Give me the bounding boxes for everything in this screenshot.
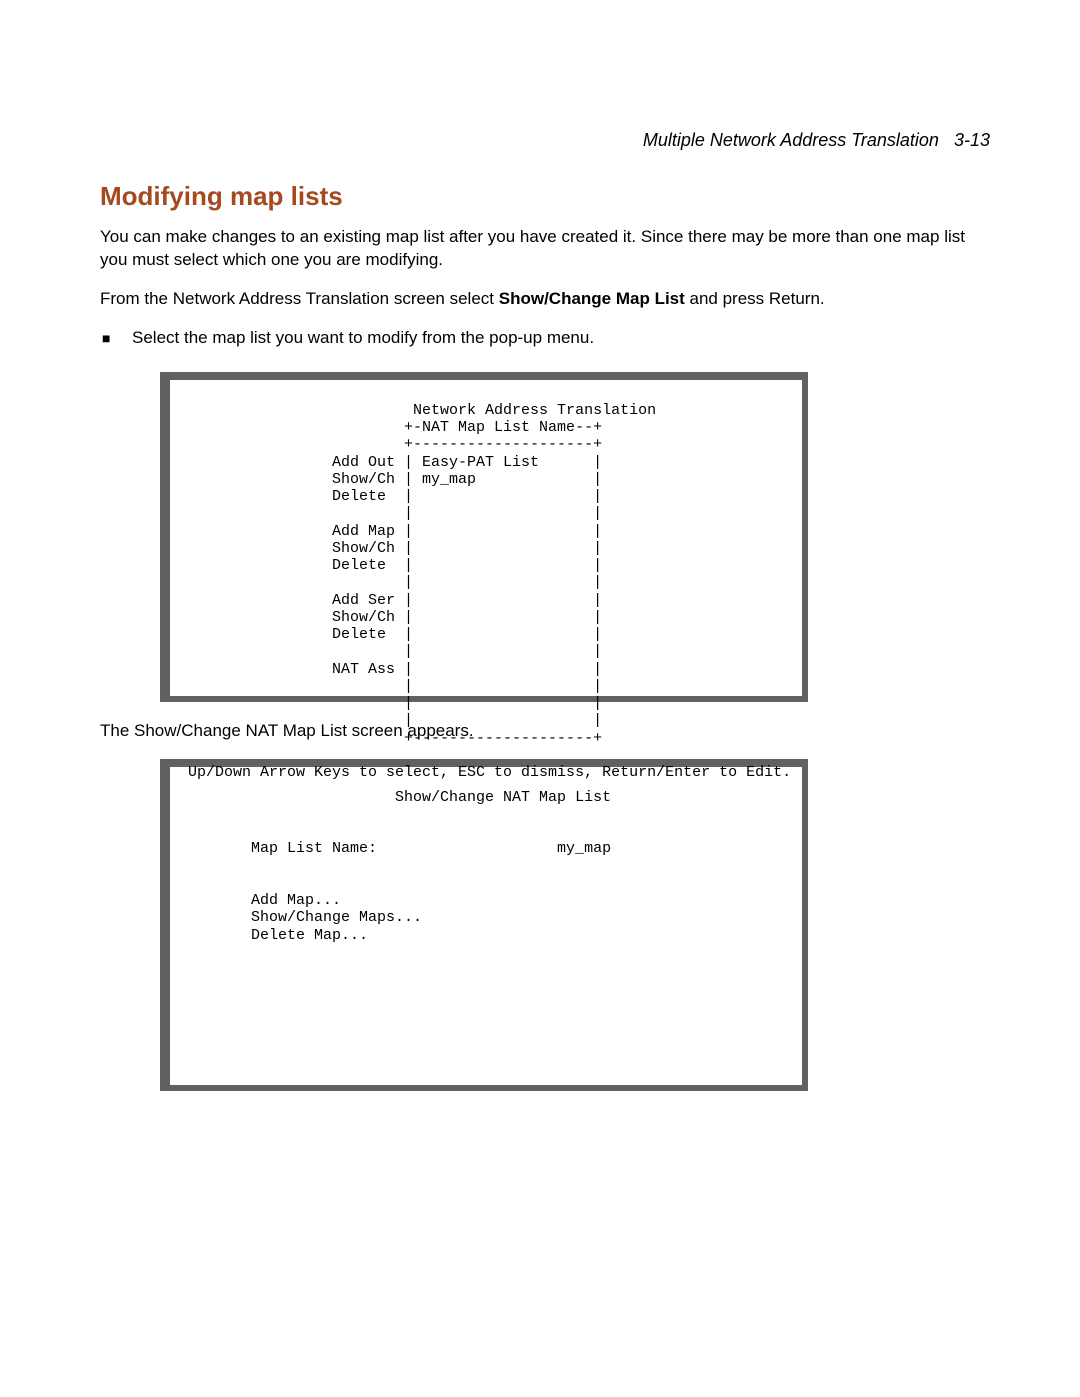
instruction-paragraph: From the Network Address Translation scr… [100, 288, 990, 311]
bullet-text: Select the map list you want to modify f… [132, 327, 990, 350]
terminal-screen-1: Network Address Translation +-NAT Map Li… [160, 372, 808, 702]
running-header: Multiple Network Address Translation 3-1… [100, 130, 990, 151]
intro-paragraph: You can make changes to an existing map … [100, 226, 990, 272]
terminal-screen-2: Show/Change NAT Map List Map List Name: … [160, 759, 808, 1091]
header-page-number: 3-13 [954, 130, 990, 150]
document-page: Multiple Network Address Translation 3-1… [0, 0, 1080, 1169]
bullet-item: ■ Select the map list you want to modify… [100, 327, 990, 350]
section-heading: Modifying map lists [100, 181, 990, 212]
instruction-bold: Show/Change Map List [499, 289, 685, 308]
header-title: Multiple Network Address Translation [643, 130, 939, 150]
instruction-suffix: and press Return. [685, 289, 825, 308]
bullet-glyph-icon: ■ [100, 327, 132, 349]
instruction-prefix: From the Network Address Translation scr… [100, 289, 499, 308]
